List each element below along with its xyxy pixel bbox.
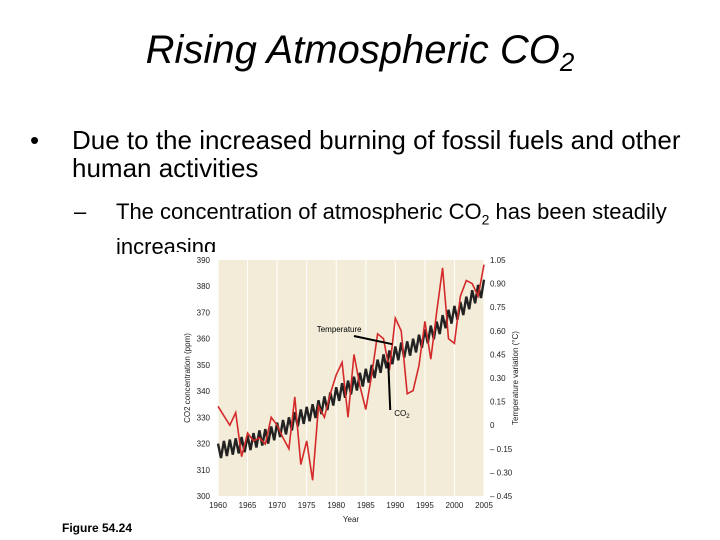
bullet-1-text: Due to the increased burning of fossil f… bbox=[72, 125, 681, 183]
co2-series-line bbox=[216, 279, 486, 459]
x-axis-label: Year bbox=[343, 515, 360, 524]
y-right-tick-label-0: – 0.45 bbox=[490, 492, 513, 501]
co2-annotation-subscript: 2 bbox=[406, 414, 410, 420]
y-left-axis-label: CO2 concentration (ppm) bbox=[183, 333, 192, 423]
y-right-tick-label-1: – 0.30 bbox=[490, 468, 513, 477]
temperature-series-line bbox=[217, 264, 485, 481]
x-tick-label-1975: 1975 bbox=[298, 501, 316, 510]
x-tick-label-1970: 1970 bbox=[268, 501, 286, 510]
x-tick-label-2000: 2000 bbox=[446, 501, 464, 510]
x-tick-label-1990: 1990 bbox=[386, 501, 404, 510]
co2-pointer-line bbox=[387, 362, 392, 411]
y-left-tick-label-330: 330 bbox=[197, 413, 211, 422]
bullet-2-text: The concentration of atmospheric CO2 has… bbox=[116, 198, 696, 260]
co2-annotation: CO2 bbox=[394, 409, 410, 420]
y-right-tick-label-5: 0.30 bbox=[490, 374, 506, 383]
y-left-tick-label-370: 370 bbox=[197, 308, 211, 317]
co2-temperature-chart: 1960 1965 1970 1975 1980 1985 1990 1995 2000 2005… bbox=[183, 256, 520, 524]
y-left-tick-label-320: 320 bbox=[197, 440, 211, 449]
x-tick-label-1985: 1985 bbox=[357, 501, 375, 510]
y-right-tick-label-10: 1.05 bbox=[490, 256, 506, 265]
y-left-tick-label-310: 310 bbox=[197, 466, 211, 475]
x-tick-label-1980: 1980 bbox=[327, 501, 345, 510]
y-left-tick-label-350: 350 bbox=[197, 361, 211, 370]
y-right-tick-label-4: 0.15 bbox=[490, 398, 506, 407]
x-tick-label-1965: 1965 bbox=[239, 501, 257, 510]
y-right-tick-label-6: 0.45 bbox=[490, 350, 506, 359]
bullet-dash: – bbox=[74, 199, 87, 224]
y-right-tick-label-3: 0 bbox=[490, 421, 495, 430]
figure-label: Figure 54.24 bbox=[62, 521, 133, 535]
temperature-annotation: Temperature bbox=[317, 325, 362, 334]
bullet-2-text-b: has been steadily increasing bbox=[116, 199, 667, 260]
y-right-axis-label: Temperature variation (°C) bbox=[511, 331, 520, 425]
slide-title-text: Rising Atmospheric CO bbox=[145, 28, 560, 72]
slide-title-subscript: 2 bbox=[559, 47, 575, 77]
y-left-tick-label-340: 340 bbox=[197, 387, 211, 396]
temperature-pointer-line bbox=[353, 335, 393, 346]
bullet-2-text-a: The concentration of atmospheric CO bbox=[116, 199, 482, 224]
y-left-tick-label-360: 360 bbox=[197, 335, 211, 344]
y-left-tick-label-300: 300 bbox=[197, 492, 211, 501]
bullet-2-subscript: 2 bbox=[481, 211, 490, 228]
y-left-tick-label-390: 390 bbox=[197, 256, 211, 265]
y-right-tick-label-9: 0.90 bbox=[490, 280, 506, 289]
y-right-tick-label-8: 0.75 bbox=[490, 303, 506, 312]
bullet-dot: • bbox=[30, 125, 40, 155]
x-tick-label-1995: 1995 bbox=[416, 501, 434, 510]
slide-title: Rising Atmospheric CO2 bbox=[0, 28, 720, 78]
y-right-tick-label-7: 0.60 bbox=[490, 327, 506, 336]
chart-panel: 1960 1965 1970 1975 1980 1985 1990 1995 2000 2005… bbox=[168, 252, 528, 538]
y-left-tick-label-380: 380 bbox=[197, 282, 211, 291]
x-tick-label-2005: 2005 bbox=[475, 501, 493, 510]
x-tick-label-1960: 1960 bbox=[209, 501, 227, 510]
y-right-tick-label-2: – 0.15 bbox=[490, 445, 513, 454]
